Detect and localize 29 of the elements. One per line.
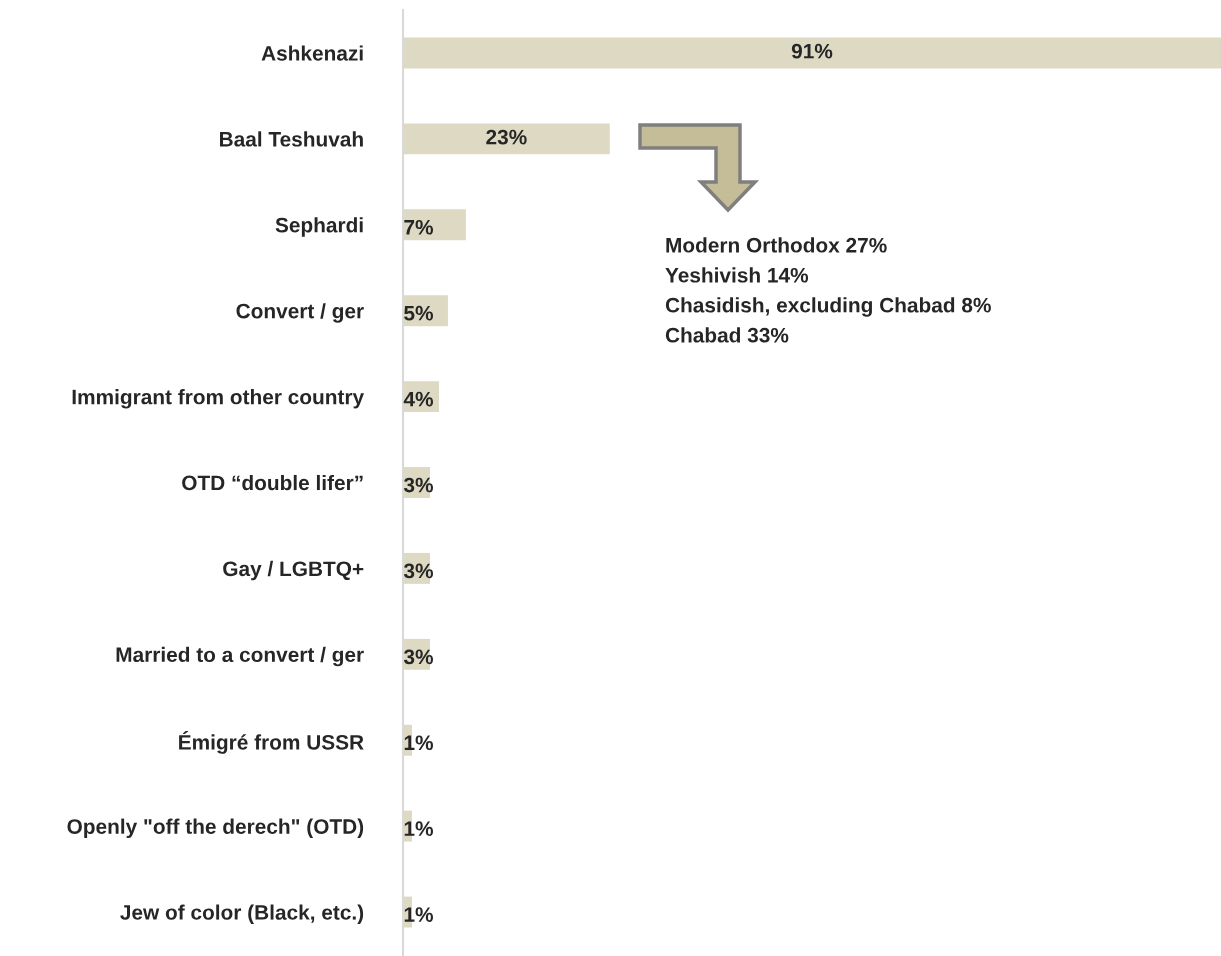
data-label: 3% xyxy=(403,649,434,665)
y-tick-label: Gay / LGBTQ+ xyxy=(223,560,364,581)
y-tick-label: Sephardi xyxy=(275,217,363,237)
data-label: 1% xyxy=(404,735,434,751)
annotation: Chasidish, excluding Chabad 8% xyxy=(665,297,991,317)
bar xyxy=(403,123,610,155)
annotation: Yeshivish 14% xyxy=(665,267,809,283)
data-label: 7% xyxy=(404,219,434,235)
bar xyxy=(403,37,1221,69)
annotation: Chabad 33% xyxy=(665,327,789,343)
data-label: 23% xyxy=(486,129,527,145)
y-tick-label: Immigrant from other country xyxy=(72,389,365,409)
data-label: 3% xyxy=(403,563,434,579)
y-tick-label: OTD “double lifer” xyxy=(182,474,363,491)
data-label: 5% xyxy=(404,305,434,321)
annotation: Modern Orthodox 27% xyxy=(666,237,887,253)
data-label: 1% xyxy=(404,821,434,836)
data-label: 91% xyxy=(791,43,833,59)
y-tick-label: Convert / ger xyxy=(236,303,364,323)
data-label: 4% xyxy=(403,391,434,407)
data-label: 3% xyxy=(403,477,434,493)
y-tick-label: Ashkenazi xyxy=(261,45,363,61)
y-tick-label: Jew of color (Black, etc.) xyxy=(120,904,364,924)
bar xyxy=(403,209,466,241)
y-tick-label: Married to a convert / ger xyxy=(116,646,364,667)
y-tick-label: Openly "off the derech" (OTD) xyxy=(67,818,364,839)
y-tick-label: Émigré from USSR xyxy=(179,731,364,754)
data-label: 1% xyxy=(404,907,434,922)
y-tick-label: Baal Teshuvah xyxy=(220,131,363,147)
